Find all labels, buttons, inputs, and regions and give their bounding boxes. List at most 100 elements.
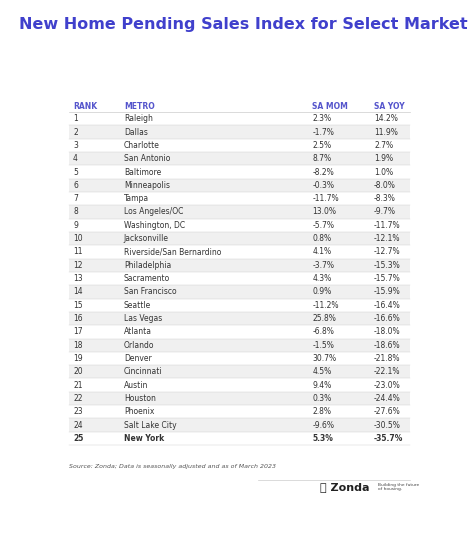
Text: Raleigh: Raleigh xyxy=(124,114,153,123)
Text: Minneapolis: Minneapolis xyxy=(124,181,170,190)
Text: 23: 23 xyxy=(73,407,83,416)
Text: 1.9%: 1.9% xyxy=(374,154,393,163)
Text: 13: 13 xyxy=(73,274,83,283)
Text: 14.2%: 14.2% xyxy=(374,114,398,123)
Text: 25.8%: 25.8% xyxy=(313,314,336,323)
Text: 2.7%: 2.7% xyxy=(374,141,393,150)
Text: 30.7%: 30.7% xyxy=(313,354,336,363)
Text: 6: 6 xyxy=(73,181,78,190)
Text: 16: 16 xyxy=(73,314,83,323)
FancyBboxPatch shape xyxy=(69,432,410,445)
Text: -15.9%: -15.9% xyxy=(374,287,401,296)
Text: Denver: Denver xyxy=(124,354,152,363)
Text: -11.2%: -11.2% xyxy=(313,301,339,310)
Text: 1.0%: 1.0% xyxy=(374,167,393,176)
Text: 5: 5 xyxy=(73,167,78,176)
FancyBboxPatch shape xyxy=(69,192,410,205)
FancyBboxPatch shape xyxy=(69,112,410,126)
Text: Las Vegas: Las Vegas xyxy=(124,314,162,323)
Text: -0.3%: -0.3% xyxy=(313,181,335,190)
FancyBboxPatch shape xyxy=(69,139,410,152)
Text: SA YOY: SA YOY xyxy=(374,102,405,110)
Text: Cincinnati: Cincinnati xyxy=(124,367,162,376)
FancyBboxPatch shape xyxy=(69,179,410,192)
FancyBboxPatch shape xyxy=(69,365,410,378)
Text: 12: 12 xyxy=(73,261,82,270)
Text: -18.0%: -18.0% xyxy=(374,328,401,336)
Text: 17: 17 xyxy=(73,328,83,336)
Text: 9.4%: 9.4% xyxy=(313,381,332,389)
Text: New Home Pending Sales Index for Select Markets: New Home Pending Sales Index for Select … xyxy=(19,17,468,32)
Text: 11.9%: 11.9% xyxy=(374,128,398,137)
Text: 13.0%: 13.0% xyxy=(313,208,336,217)
Text: 4.1%: 4.1% xyxy=(313,247,331,257)
Text: 21: 21 xyxy=(73,381,82,389)
Text: Source: Zonda; Data is seasonally adjusted and as of March 2023: Source: Zonda; Data is seasonally adjust… xyxy=(69,464,277,469)
FancyBboxPatch shape xyxy=(69,325,410,339)
Text: -3.7%: -3.7% xyxy=(313,261,335,270)
FancyBboxPatch shape xyxy=(69,378,410,392)
FancyBboxPatch shape xyxy=(69,219,410,232)
Text: Building the future
of housing.: Building the future of housing. xyxy=(378,483,419,492)
FancyBboxPatch shape xyxy=(69,312,410,325)
Text: 20: 20 xyxy=(73,367,83,376)
FancyBboxPatch shape xyxy=(69,246,410,258)
Text: Jacksonville: Jacksonville xyxy=(124,234,169,243)
FancyBboxPatch shape xyxy=(69,352,410,365)
Text: -21.8%: -21.8% xyxy=(374,354,401,363)
Text: 15: 15 xyxy=(73,301,83,310)
Text: -5.7%: -5.7% xyxy=(313,221,335,230)
Text: San Francisco: San Francisco xyxy=(124,287,176,296)
FancyBboxPatch shape xyxy=(69,165,410,179)
Text: Charlotte: Charlotte xyxy=(124,141,160,150)
Text: -8.2%: -8.2% xyxy=(313,167,334,176)
Text: 24: 24 xyxy=(73,421,83,430)
Text: -6.8%: -6.8% xyxy=(313,328,334,336)
FancyBboxPatch shape xyxy=(69,205,410,219)
Text: -35.7%: -35.7% xyxy=(374,434,403,443)
Text: -16.6%: -16.6% xyxy=(374,314,401,323)
FancyBboxPatch shape xyxy=(69,232,410,246)
FancyBboxPatch shape xyxy=(69,152,410,165)
Text: 3: 3 xyxy=(73,141,78,150)
Text: Philadelphia: Philadelphia xyxy=(124,261,171,270)
Text: -22.1%: -22.1% xyxy=(374,367,401,376)
FancyBboxPatch shape xyxy=(69,299,410,312)
Text: Atlanta: Atlanta xyxy=(124,328,152,336)
Text: -15.7%: -15.7% xyxy=(374,274,401,283)
FancyBboxPatch shape xyxy=(69,392,410,405)
Text: Baltimore: Baltimore xyxy=(124,167,161,176)
Text: 2.3%: 2.3% xyxy=(313,114,331,123)
Text: -27.6%: -27.6% xyxy=(374,407,401,416)
Text: Tampa: Tampa xyxy=(124,194,149,203)
Text: 0.9%: 0.9% xyxy=(313,287,332,296)
Text: Riverside/San Bernardino: Riverside/San Bernardino xyxy=(124,247,221,257)
Text: Sacramento: Sacramento xyxy=(124,274,170,283)
Text: -1.7%: -1.7% xyxy=(313,128,334,137)
Text: 0.3%: 0.3% xyxy=(313,394,332,403)
Text: Austin: Austin xyxy=(124,381,148,389)
Text: -11.7%: -11.7% xyxy=(374,221,401,230)
Text: -9.6%: -9.6% xyxy=(313,421,335,430)
FancyBboxPatch shape xyxy=(69,272,410,285)
Text: -11.7%: -11.7% xyxy=(313,194,339,203)
Text: 9: 9 xyxy=(73,221,78,230)
Text: 2.5%: 2.5% xyxy=(313,141,331,150)
Text: 0.8%: 0.8% xyxy=(313,234,331,243)
Text: SA MOM: SA MOM xyxy=(313,102,348,110)
FancyBboxPatch shape xyxy=(69,418,410,432)
Text: 10: 10 xyxy=(73,234,83,243)
Text: 14: 14 xyxy=(73,287,83,296)
Text: 8.7%: 8.7% xyxy=(313,154,331,163)
Text: 18: 18 xyxy=(73,341,82,350)
Text: 5.3%: 5.3% xyxy=(313,434,333,443)
Text: Dallas: Dallas xyxy=(124,128,148,137)
Text: Seattle: Seattle xyxy=(124,301,151,310)
Text: -12.7%: -12.7% xyxy=(374,247,401,257)
Text: New York: New York xyxy=(124,434,164,443)
Text: Orlando: Orlando xyxy=(124,341,154,350)
Text: 1: 1 xyxy=(73,114,78,123)
Text: Phoenix: Phoenix xyxy=(124,407,154,416)
Text: 19: 19 xyxy=(73,354,83,363)
Text: 4.3%: 4.3% xyxy=(313,274,332,283)
